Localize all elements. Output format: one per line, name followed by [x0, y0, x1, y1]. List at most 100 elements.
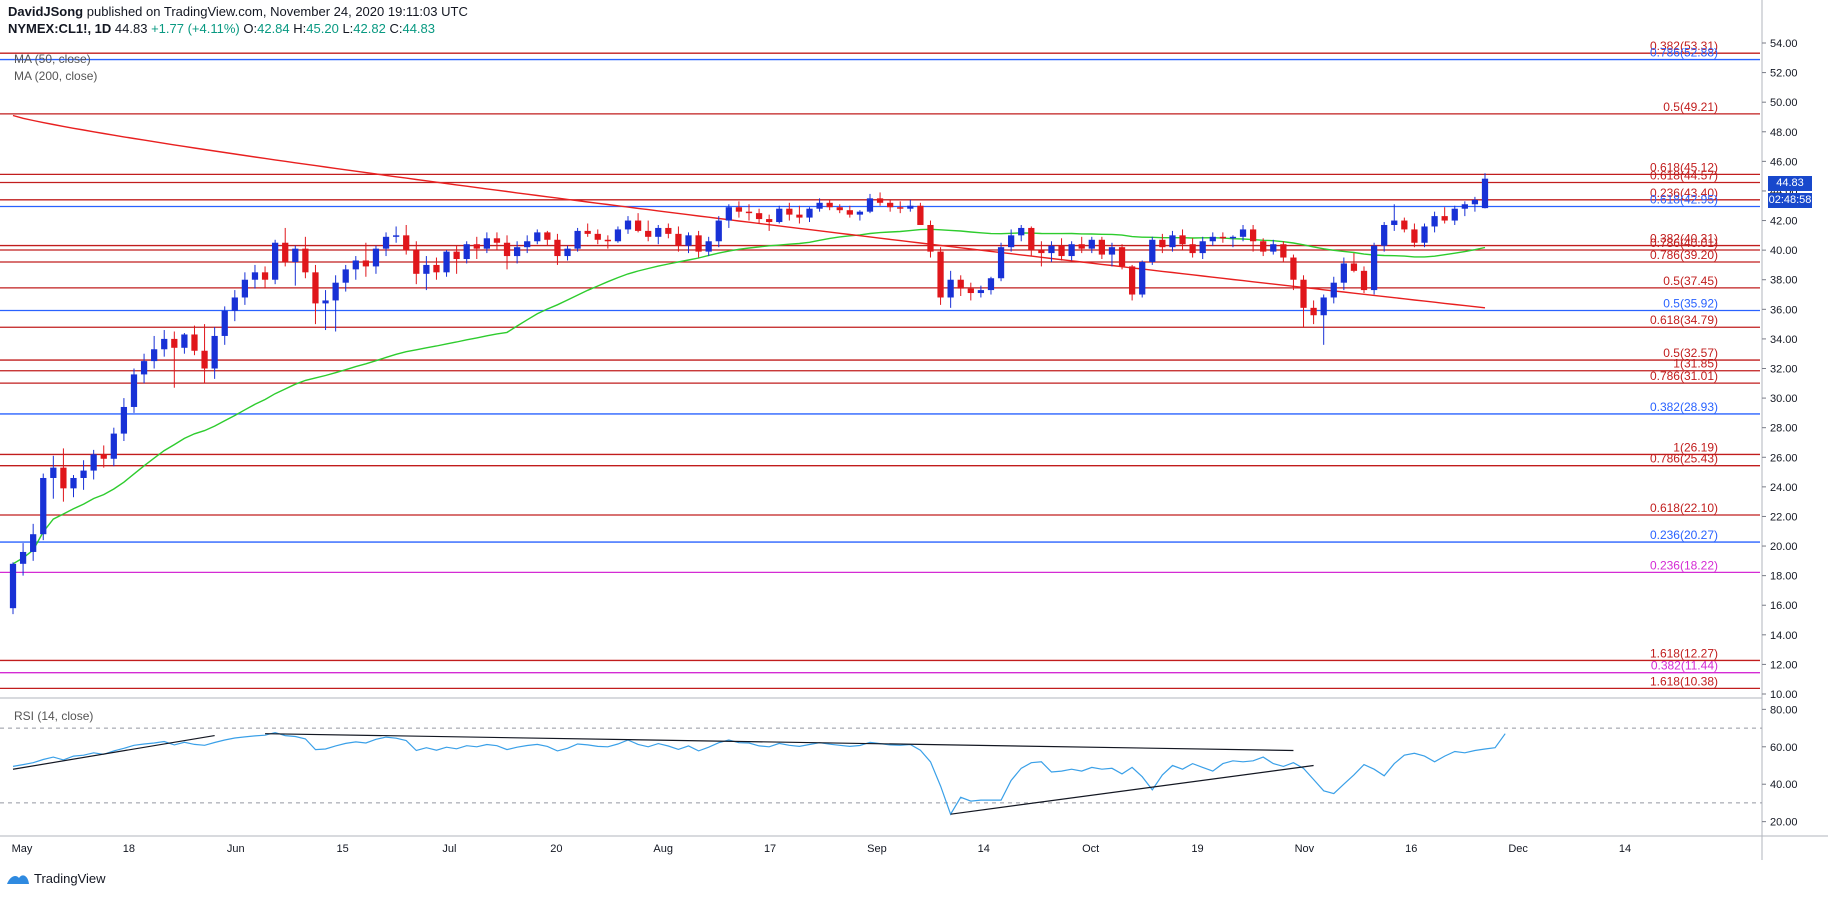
candle	[907, 199, 914, 212]
candle-body	[1058, 245, 1065, 257]
symbol-name[interactable]: NYMEX:CL1!, 1D	[8, 21, 112, 36]
candle	[1139, 260, 1146, 298]
ma200-legend[interactable]: MA (200, close)	[14, 69, 98, 83]
candle	[604, 235, 611, 249]
candle-body	[1179, 235, 1186, 245]
candle	[1189, 238, 1196, 258]
tradingview-logo-icon	[7, 874, 29, 884]
candle-body	[19, 551, 27, 564]
candle-body	[211, 335, 218, 369]
candle	[1280, 241, 1287, 262]
candle-body	[1008, 235, 1015, 248]
time-tick-label: 19	[1191, 843, 1203, 855]
time-tick-label: Jun	[227, 843, 245, 855]
candle	[272, 239, 279, 285]
price-tick-label: 20.00	[1770, 541, 1798, 553]
candle	[1149, 236, 1156, 265]
candle	[1118, 244, 1126, 270]
candle	[211, 327, 218, 379]
candle	[1159, 233, 1166, 254]
candle-body	[282, 242, 289, 262]
candle	[1229, 235, 1237, 248]
candle	[1128, 264, 1136, 301]
time-tick-label: May	[12, 843, 33, 855]
candle	[1008, 229, 1015, 252]
fib-level-label: 1(31.85)	[1673, 357, 1718, 371]
candle-body	[1078, 244, 1085, 249]
fib-level-label: 0.618(42.95)	[1650, 192, 1718, 206]
author-name[interactable]: DavidJSong	[8, 4, 84, 19]
candle	[564, 245, 571, 261]
fib-level-label: 0.236(20.27)	[1650, 528, 1718, 542]
candle	[282, 227, 289, 267]
candle	[251, 264, 259, 289]
candle	[413, 241, 420, 285]
candle	[1360, 266, 1368, 294]
candle-body	[927, 224, 934, 252]
price-tick-label: 24.00	[1770, 482, 1798, 494]
candle	[302, 236, 309, 279]
candle-body	[1441, 216, 1448, 221]
candle	[836, 204, 843, 214]
fib-level-label: 0.786(25.43)	[1650, 452, 1718, 466]
candle-body	[534, 232, 541, 242]
candle-body	[292, 248, 299, 262]
price-tick-label: 30.00	[1770, 393, 1798, 405]
fib-level-label: 0.5(32.57)	[1663, 346, 1718, 360]
price-tick-label: 32.00	[1770, 364, 1798, 376]
candle	[90, 449, 97, 480]
candle-body	[1048, 245, 1055, 254]
candle	[675, 226, 682, 252]
candle	[866, 193, 874, 214]
tradingview-footer[interactable]: TradingView	[6, 871, 106, 886]
candle-body	[161, 338, 168, 350]
candle	[161, 330, 168, 357]
candle	[705, 236, 712, 257]
candle-body	[1411, 229, 1418, 243]
candle-body	[584, 230, 591, 234]
candle	[1431, 211, 1438, 233]
ma50-legend[interactable]: MA (50, close)	[14, 52, 91, 66]
candle	[987, 276, 995, 295]
low-label: L:	[342, 21, 354, 36]
candle	[100, 445, 107, 468]
price-tick-label: 28.00	[1770, 423, 1798, 435]
candle-body	[665, 227, 672, 234]
candle	[917, 202, 924, 225]
candle-body	[524, 241, 531, 248]
candle-body	[634, 220, 642, 231]
candle-body	[413, 250, 420, 274]
candle	[151, 335, 158, 369]
fib-level-label: 1.618(12.27)	[1650, 646, 1718, 660]
price-tick-label: 42.00	[1770, 216, 1798, 228]
candle-body	[836, 207, 843, 211]
rsi-legend[interactable]: RSI (14, close)	[14, 709, 94, 723]
candle	[947, 270, 954, 308]
candle-body	[917, 205, 924, 225]
close-value: 44.83	[402, 21, 436, 36]
candle-body	[322, 300, 329, 304]
candle-body	[1471, 199, 1479, 205]
candle	[312, 264, 319, 325]
price-tick-label: 38.00	[1770, 275, 1798, 287]
fib-level-label: 0.786(31.01)	[1650, 369, 1718, 383]
candle-body	[1330, 282, 1337, 298]
candle	[1068, 241, 1075, 261]
candle	[1381, 222, 1388, 252]
candle-body	[1229, 236, 1237, 239]
candle-body	[1209, 236, 1216, 242]
candle-body	[362, 260, 370, 267]
candle-body	[987, 278, 995, 291]
candle	[473, 236, 480, 260]
candle-body	[594, 233, 601, 240]
candle	[725, 204, 732, 228]
candle-body	[947, 279, 954, 298]
candle	[1300, 275, 1307, 328]
candle	[1199, 236, 1206, 260]
candle-body	[1421, 226, 1428, 243]
candle	[503, 235, 511, 270]
ma200-line	[12, 114, 1486, 309]
candle	[1078, 236, 1085, 254]
candle	[1048, 241, 1055, 262]
candle-body	[544, 232, 551, 240]
